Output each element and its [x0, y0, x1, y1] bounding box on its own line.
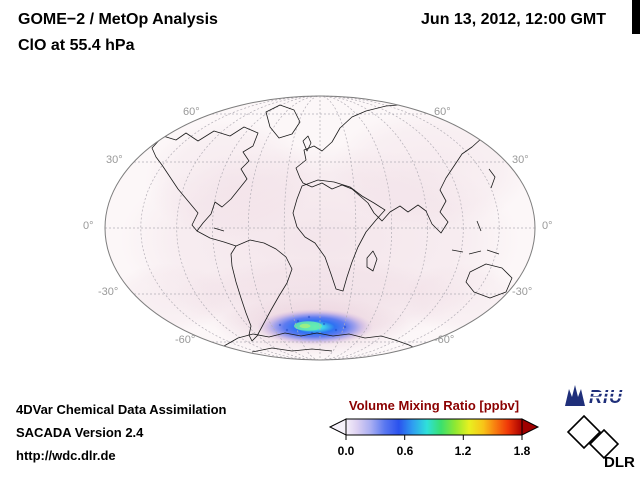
lat-label-left-0: 0° [83, 220, 94, 232]
footer-version-label: SACADA Version 2.4 [16, 425, 144, 440]
footer-assimilation-label: 4DVar Chemical Data Assimilation [16, 402, 227, 417]
riu-cathedral-icon [565, 385, 585, 406]
colorbar-gradient [345, 418, 523, 436]
colorbar-tick-marks [345, 435, 523, 440]
colorbar-left-arrow [328, 418, 347, 436]
lat-label-right-60: 60° [434, 106, 451, 118]
lat-label-right-m60: -60° [434, 334, 455, 346]
lat-label-right-0: 0° [542, 220, 553, 232]
lat-label-left-m30: -30° [98, 286, 119, 298]
colorbar-tick-0.0: 0.0 [337, 444, 355, 458]
lat-label-left-60: 60° [183, 106, 200, 118]
colorbar-tick-0.6: 0.6 [396, 444, 414, 458]
dlr-logo-text: DLR [604, 454, 635, 470]
plot-title: GOME−2 / MetOp Analysis [18, 11, 218, 28]
lat-label-left-m60: -60° [175, 334, 196, 346]
lat-label-left-30: 30° [106, 154, 123, 166]
colorbar-right-arrow [521, 418, 540, 436]
continent-outlines [151, 103, 533, 353]
map-boundary [104, 95, 536, 361]
riu-logo: RIU [565, 385, 627, 407]
footer-url: http://wdc.dlr.de [16, 448, 116, 463]
corner-mark [632, 0, 640, 34]
clo-plume [257, 309, 373, 345]
lat-label-right-m30: -30° [512, 286, 533, 298]
dlr-emblem-icon [566, 414, 620, 460]
colorbar [328, 418, 540, 440]
plot-subtitle: ClO at 55.4 hPa [18, 37, 135, 54]
colorbar-title: Volume Mixing Ratio [ppbv] [348, 398, 520, 413]
colorbar-tick-1.8: 1.8 [513, 444, 531, 458]
dlr-logo: DLR [566, 414, 635, 470]
lat-label-right-30: 30° [512, 154, 529, 166]
plot-datetime: Jun 13, 2012, 12:00 GMT [421, 11, 606, 28]
colorbar-tick-1.2: 1.2 [454, 444, 472, 458]
